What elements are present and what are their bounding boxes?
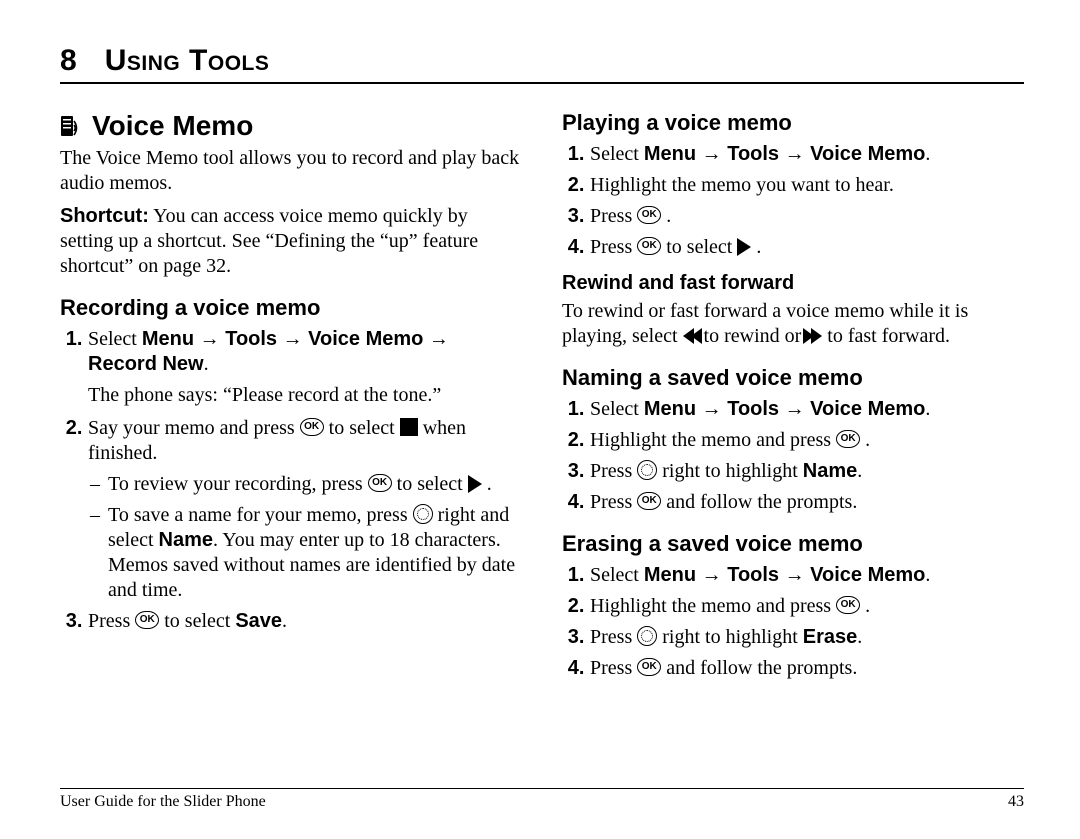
nav-ring-icon [413,504,433,524]
step: Press right to highlight Name. [590,459,1024,484]
ok-icon: OK [637,206,661,224]
step: Select Menu → Tools → Voice Memo. [590,142,1024,167]
ok-icon: OK [637,492,661,510]
chapter-number: 8 [60,44,77,78]
h1-text: Voice Memo [92,110,253,142]
step: Press OK . [590,204,1024,229]
substep: –To save a name for your memo, press rig… [88,503,522,603]
recording-heading: Recording a voice memo [60,295,522,321]
substep: –To review your recording, press OK to s… [88,472,522,497]
playing-steps: Select Menu → Tools → Voice Memo. Highli… [562,142,1024,260]
play-icon [468,475,482,493]
ok-icon: OK [836,430,860,448]
step: Press OK to select Save. [88,609,522,634]
rewind-heading: Rewind and fast forward [562,272,1024,295]
play-icon [737,238,751,256]
fast-forward-icon [806,328,822,344]
section-voice-memo: Voice Memo [60,110,522,142]
step: Press OK to select . [590,235,1024,260]
chapter-title: Using Tools [105,44,270,78]
erasing-steps: Select Menu → Tools → Voice Memo. Highli… [562,563,1024,681]
step: Highlight the memo you want to hear. [590,173,1024,198]
ok-icon: OK [637,658,661,676]
nav-ring-icon [637,626,657,646]
footer-page-number: 43 [1008,793,1024,811]
stop-icon [400,418,418,436]
step: Select Menu → Tools → Voice Memo. [590,397,1024,422]
ok-icon: OK [135,611,159,629]
shortcut-para: Shortcut: You can access voice memo quic… [60,204,522,279]
naming-heading: Naming a saved voice memo [562,365,1024,391]
rewind-icon [683,328,699,344]
step: Select Menu → Tools → Voice Memo. [590,563,1024,588]
step-note: The phone says: “Please record at the to… [88,383,522,408]
intro-para: The Voice Memo tool allows you to record… [60,146,522,196]
rewind-para: To rewind or fast forward a voice memo w… [562,299,1024,349]
step: Highlight the memo and press OK . [590,428,1024,453]
step: Press OK and follow the prompts. [590,656,1024,681]
step: Press OK and follow the prompts. [590,490,1024,515]
shortcut-label: Shortcut: [60,205,149,227]
footer-left: User Guide for the Slider Phone [60,793,266,811]
ok-icon: OK [637,237,661,255]
nav-ring-icon [637,460,657,480]
ok-icon: OK [836,596,860,614]
step: Select Menu → Tools → Voice Memo → Recor… [88,327,522,408]
step: Press right to highlight Erase. [590,625,1024,650]
ok-icon: OK [368,474,392,492]
naming-steps: Select Menu → Tools → Voice Memo. Highli… [562,397,1024,515]
step: Say your memo and press OK to select whe… [88,416,522,603]
voice-memo-icon [60,115,82,141]
step: Highlight the memo and press OK . [590,594,1024,619]
chapter-heading: 8 Using Tools [60,44,1024,84]
erasing-heading: Erasing a saved voice memo [562,531,1024,557]
left-column: Voice Memo The Voice Memo tool allows yo… [60,110,522,689]
playing-heading: Playing a voice memo [562,110,1024,136]
recording-steps: Select Menu → Tools → Voice Memo → Recor… [60,327,522,634]
right-column: Playing a voice memo Select Menu → Tools… [562,110,1024,689]
ok-icon: OK [300,418,324,436]
page-footer: User Guide for the Slider Phone 43 [60,788,1024,811]
